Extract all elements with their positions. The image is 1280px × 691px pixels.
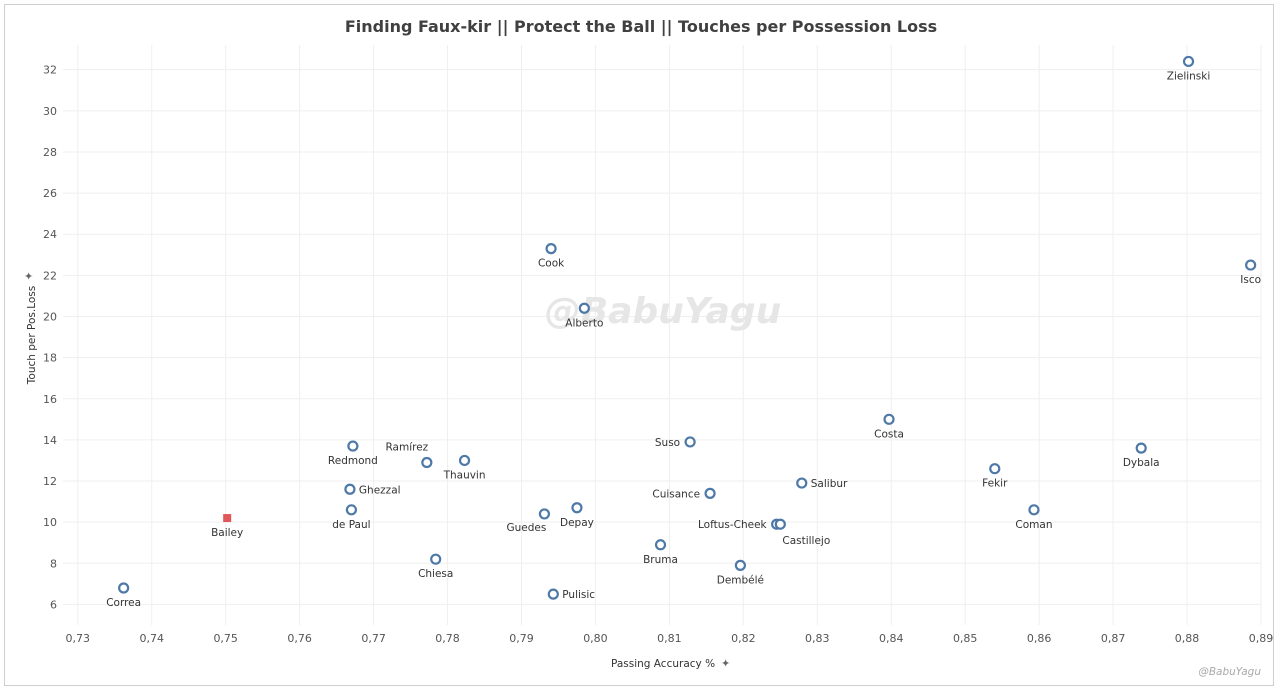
data-point[interactable] — [883, 413, 895, 425]
x-tick-label: 0,81 — [657, 632, 682, 645]
point-label: Cuisance — [652, 488, 700, 500]
point-label: Alberto — [565, 317, 603, 329]
y-axis-ticks: 6 8 10 12 14 16 18 20 22 24 26 28 30 32 — [43, 64, 57, 612]
data-point[interactable] — [458, 454, 471, 467]
x-tick-label: 0,86 — [1027, 632, 1052, 645]
data-point[interactable] — [989, 463, 1001, 475]
grid-layer — [63, 45, 1262, 625]
y-tick-label: 26 — [43, 187, 57, 200]
data-point[interactable] — [578, 302, 590, 314]
data-point[interactable] — [118, 582, 130, 594]
point-label: Depay — [560, 517, 594, 529]
y-tick-label: 18 — [43, 352, 57, 365]
data-point[interactable] — [684, 436, 696, 448]
x-tick-label: 0,76 — [287, 632, 312, 645]
point-label: Castillejo — [782, 535, 830, 547]
y-axis-title: Touch per Pos.Loss — [26, 286, 38, 385]
point-label: Costa — [874, 428, 904, 440]
data-point-highlight[interactable] — [223, 514, 232, 523]
y-tick-label: 32 — [43, 64, 57, 77]
data-point[interactable] — [571, 502, 583, 514]
x-tick-label: 0,87 — [1101, 632, 1126, 645]
y-tick-label: 12 — [43, 475, 57, 488]
data-point[interactable] — [547, 588, 559, 600]
data-point[interactable] — [347, 440, 359, 452]
x-tick-label: 0,84 — [879, 632, 904, 645]
point-label: Coman — [1015, 519, 1052, 531]
data-point[interactable] — [774, 518, 786, 530]
y-tick-label: 22 — [43, 269, 57, 282]
chart-title: Finding Faux-kir || Protect the Ball || … — [345, 17, 937, 37]
point-label: Isco — [1240, 274, 1261, 286]
data-point[interactable] — [344, 483, 356, 495]
scatter-chart: Finding Faux-kir || Protect the Ball || … — [24, 17, 1274, 678]
data-point[interactable] — [1182, 55, 1195, 68]
credit-text: @BabuYagu — [1198, 666, 1261, 678]
point-label: Correa — [106, 597, 141, 609]
y-axis-pin-icon[interactable]: ✦ — [24, 270, 33, 283]
point-label: Bruma — [643, 554, 678, 566]
y-tick-label: 16 — [43, 393, 57, 406]
x-tick-label: 0,83 — [805, 632, 830, 645]
x-tick-label: 0,82 — [731, 632, 756, 645]
y-tick-label: 14 — [43, 434, 57, 447]
data-point[interactable] — [430, 553, 442, 565]
point-label: Thauvin — [443, 469, 486, 481]
point-label: Loftus-Cheek — [698, 519, 768, 531]
data-points — [118, 55, 1257, 600]
y-tick-label: 10 — [43, 516, 57, 529]
x-tick-label: 0,85 — [953, 632, 978, 645]
x-tick-label: 0,73 — [66, 632, 91, 645]
point-label: de Paul — [332, 519, 370, 531]
x-tick-label: 0,74 — [139, 632, 164, 645]
x-tick-label: 0,79 — [509, 632, 534, 645]
data-point[interactable] — [345, 504, 358, 516]
x-tick-label: 0,88 — [1175, 632, 1200, 645]
point-label: Dembélé — [717, 574, 764, 586]
x-tick-label: 0,77 — [361, 632, 386, 645]
point-label: Bailey — [211, 527, 243, 539]
chart-frame: Finding Faux-kir || Protect the Ball || … — [4, 4, 1274, 686]
data-point[interactable] — [1135, 442, 1147, 454]
point-label: Guedes — [506, 522, 546, 534]
point-label: Cook — [538, 258, 565, 270]
data-point[interactable] — [538, 508, 551, 520]
y-tick-label: 6 — [50, 598, 57, 611]
data-point[interactable] — [654, 539, 667, 551]
x-tick-label: 0,80 — [583, 632, 608, 645]
data-point[interactable] — [796, 477, 808, 489]
data-point[interactable] — [421, 456, 433, 469]
x-tick-label: 0,75 — [213, 632, 238, 645]
point-label: Pulisic — [562, 589, 595, 601]
x-axis-pin-icon[interactable]: ✦ — [721, 657, 730, 670]
point-label: Dybala — [1123, 457, 1160, 469]
point-label: Redmond — [328, 455, 378, 467]
point-label: Chiesa — [418, 568, 453, 580]
point-label: Fekir — [982, 478, 1008, 490]
y-tick-label: 24 — [43, 228, 57, 241]
data-point[interactable] — [1028, 504, 1040, 516]
x-axis-title: Passing Accuracy % — [611, 658, 715, 670]
point-label: Ghezzal — [359, 484, 401, 496]
y-tick-label: 28 — [43, 146, 57, 159]
point-labels: Zielinski Isco Cook Alberto Costa Suso Dybala R… — [106, 70, 1261, 609]
y-tick-label: 30 — [43, 105, 57, 118]
x-axis-ticks: 0,73 0,74 0,75 0,76 0,77 0,78 0,79 0,80 0,81 0,82… — [66, 632, 1274, 645]
x-tick-label: 0,89 — [1249, 632, 1274, 645]
data-point[interactable] — [545, 243, 557, 255]
y-tick-label: 20 — [43, 310, 57, 323]
x-tick-label: 0,78 — [435, 632, 460, 645]
point-label: Ramírez — [385, 442, 428, 454]
point-label: Salibur — [811, 478, 848, 490]
data-point[interactable] — [734, 559, 746, 571]
point-label: Zielinski — [1167, 70, 1211, 82]
data-point[interactable] — [1245, 259, 1257, 271]
y-tick-label: 8 — [50, 557, 57, 570]
data-point[interactable] — [704, 487, 716, 499]
point-label: Suso — [655, 437, 680, 449]
